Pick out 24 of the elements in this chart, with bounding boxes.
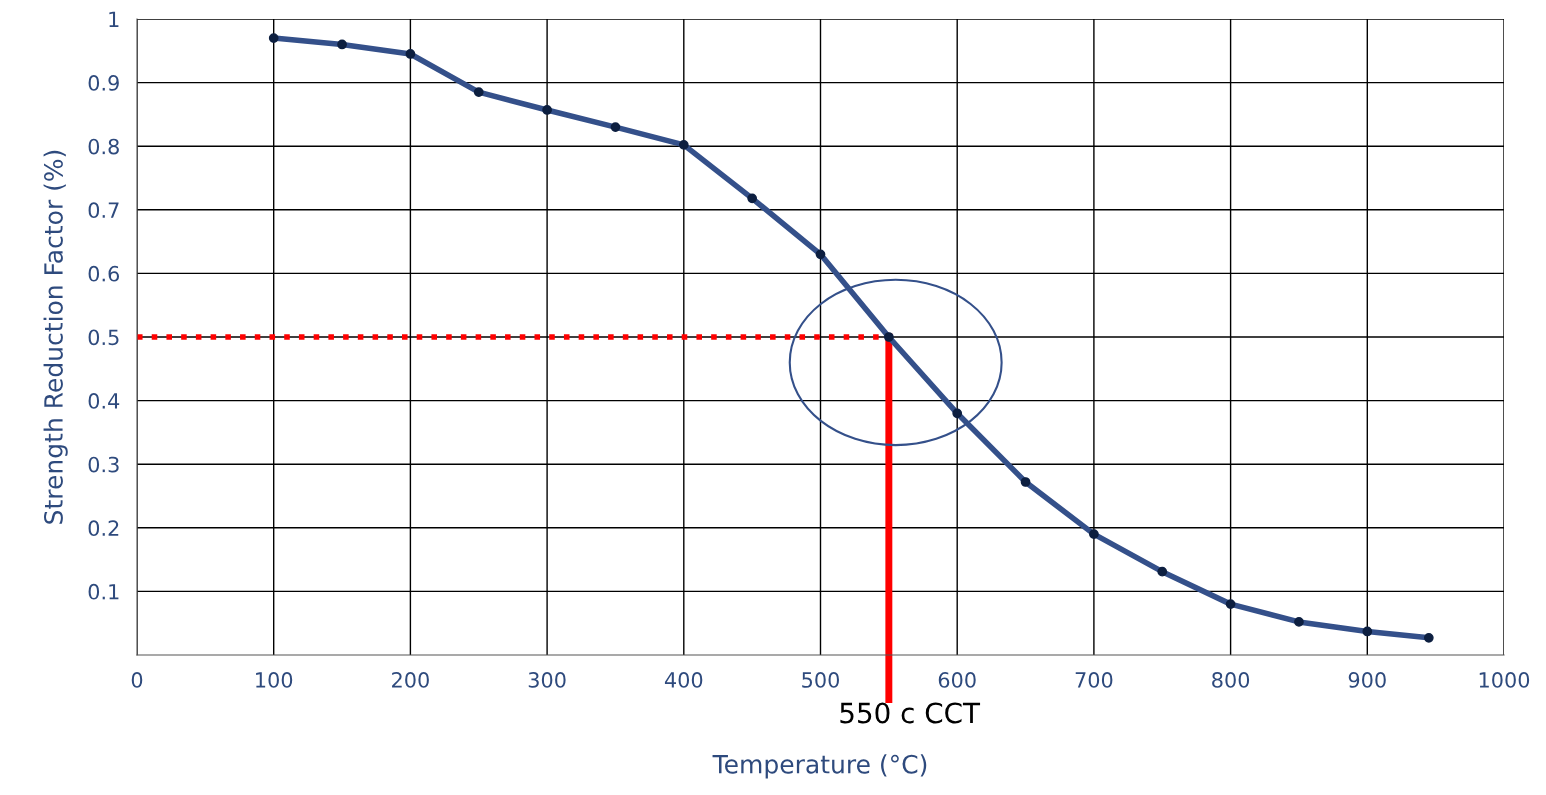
x-tick-label: 700 xyxy=(1075,672,1113,688)
x-tick-label: 500 xyxy=(802,672,839,688)
x-tick-label: 200 xyxy=(392,672,429,688)
x-tick-label: 400 xyxy=(664,672,703,688)
x-tick-label: 600 xyxy=(938,672,976,688)
ref-line-label: 550 c CCT xyxy=(840,702,981,724)
x-tick-label: 100 xyxy=(256,672,293,688)
y-tick-label: 0.3 xyxy=(88,456,119,473)
x-tick-label: 1000 xyxy=(1479,672,1530,688)
y-tick-label: 0.9 xyxy=(88,75,119,91)
x-tick-label: 900 xyxy=(1348,672,1386,688)
y-tick-label: 0.5 xyxy=(88,329,119,346)
y-tick-label: 0.7 xyxy=(88,202,119,219)
y-tick-label: 0.1 xyxy=(88,583,119,600)
y-tick-label: 0.4 xyxy=(88,393,120,409)
x-tick-label: 800 xyxy=(1212,672,1250,688)
y-tick-label: 0.6 xyxy=(88,265,120,282)
y-tick-label: 0.2 xyxy=(88,520,119,537)
x-tick-label: 0 xyxy=(131,672,143,688)
x-tick-label: 300 xyxy=(528,672,566,688)
x-axis-title: Temperature (°C) xyxy=(712,754,927,779)
y-axis-title: Strength Reduction Factor (%) xyxy=(43,150,68,524)
y-tick-label: 1 xyxy=(109,11,119,27)
y-tick-label: 0.8 xyxy=(88,138,119,155)
